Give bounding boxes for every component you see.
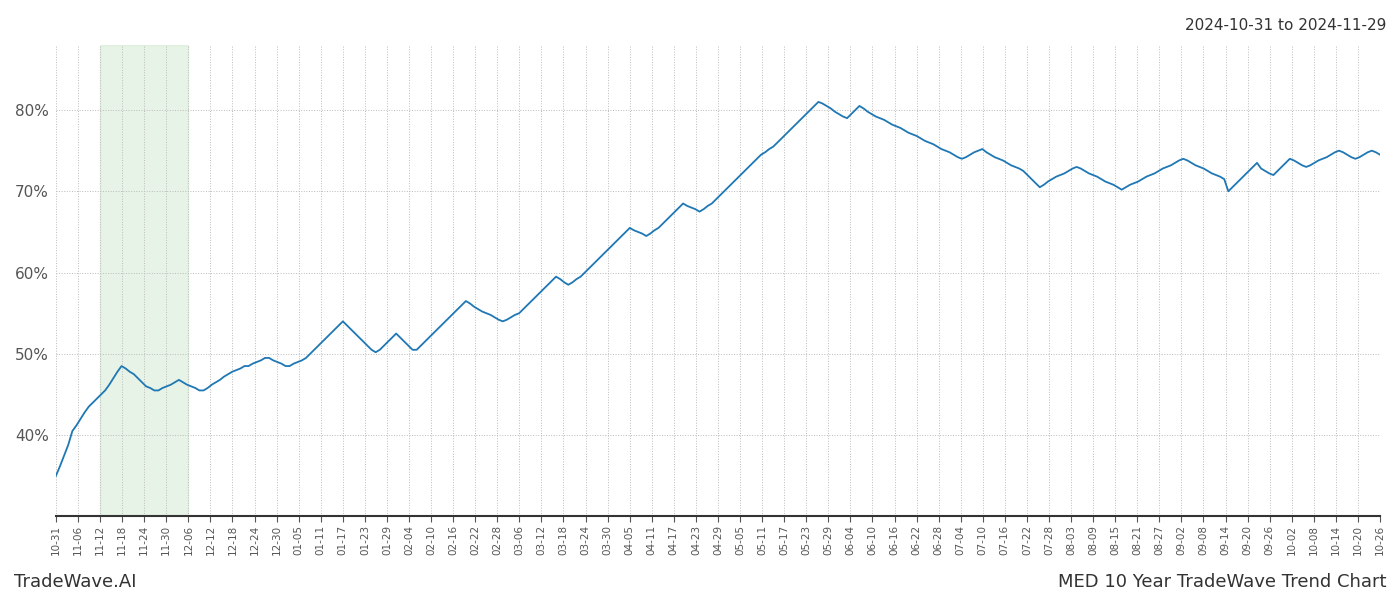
- Text: TradeWave.AI: TradeWave.AI: [14, 573, 137, 591]
- Text: MED 10 Year TradeWave Trend Chart: MED 10 Year TradeWave Trend Chart: [1057, 573, 1386, 591]
- Bar: [99, 45, 189, 517]
- Text: 2024-10-31 to 2024-11-29: 2024-10-31 to 2024-11-29: [1184, 18, 1386, 33]
